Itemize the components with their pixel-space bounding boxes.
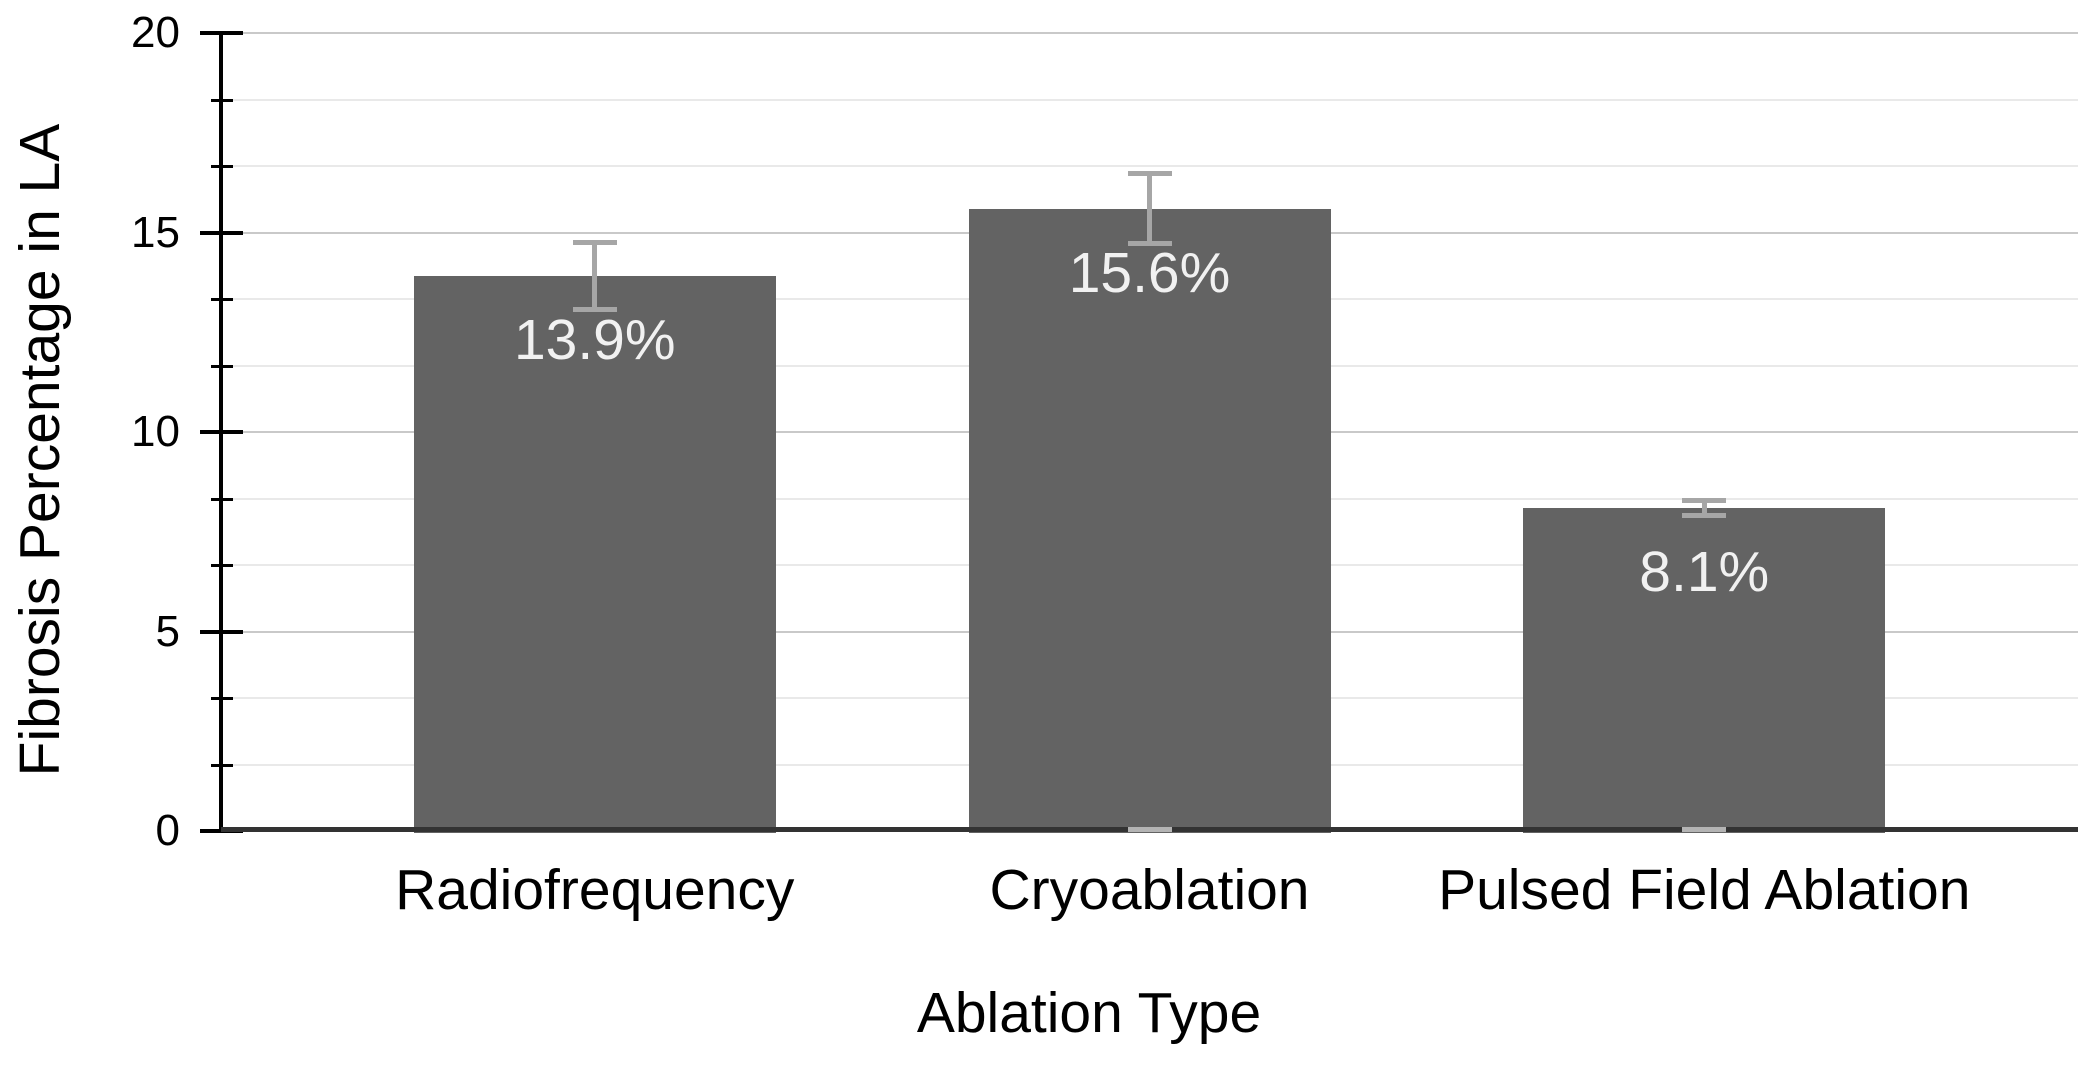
- bar-cryoablation: [968, 208, 1331, 833]
- category-label: Pulsed Field Ablation: [1438, 858, 1971, 922]
- y-axis-minor-tick: [211, 763, 233, 767]
- y-tick-label: 10: [131, 407, 180, 456]
- y-axis-major-tick: [200, 230, 243, 235]
- gridline-major: [223, 32, 2078, 34]
- error-bar-cap-bottom: [1127, 241, 1172, 247]
- y-axis-major-tick: [200, 629, 243, 634]
- gridline-minor: [223, 98, 2078, 101]
- y-axis-minor-tick: [211, 497, 233, 501]
- error-bar-base-cap: [1682, 827, 1727, 832]
- bar-pulsed-field-ablation: [1523, 507, 1886, 833]
- y-tick-label: 15: [131, 207, 180, 257]
- y-tick-label: 20: [131, 8, 180, 57]
- error-bar-cap-top: [1682, 497, 1727, 503]
- error-bar-cap-top: [1127, 170, 1172, 176]
- error-bar-line: [1147, 172, 1152, 245]
- y-axis-minor-tick: [211, 165, 233, 168]
- category-label: Radiofrequency: [395, 858, 795, 922]
- y-tick-label: 0: [155, 806, 180, 855]
- y-axis-major-tick: [200, 31, 243, 35]
- y-axis-minor-tick: [211, 298, 233, 301]
- bar-radiofrequency: [413, 276, 776, 833]
- x-axis-title: Ablation Type: [916, 981, 1262, 1045]
- y-axis-minor-tick: [211, 98, 233, 102]
- error-bar-cap-bottom: [1682, 512, 1727, 518]
- error-bar-base-cap: [1127, 827, 1172, 832]
- error-bar-cap-top: [572, 240, 617, 246]
- y-axis-major-tick: [200, 430, 243, 434]
- gridline-minor: [223, 165, 2078, 167]
- bar-value-label: 13.9%: [513, 308, 676, 373]
- error-bar-line: [1701, 499, 1707, 516]
- error-bar-line: [592, 242, 598, 311]
- category-label: Cryoablation: [989, 858, 1310, 922]
- y-axis-minor-tick: [211, 564, 233, 567]
- y-tick-label: 5: [155, 606, 180, 656]
- bar-value-label: 15.6%: [1068, 240, 1231, 305]
- bar-value-label: 8.1%: [1639, 539, 1770, 604]
- y-axis-minor-tick: [211, 697, 233, 700]
- y-axis-minor-tick: [211, 364, 233, 368]
- error-bar-cap-bottom: [572, 307, 617, 313]
